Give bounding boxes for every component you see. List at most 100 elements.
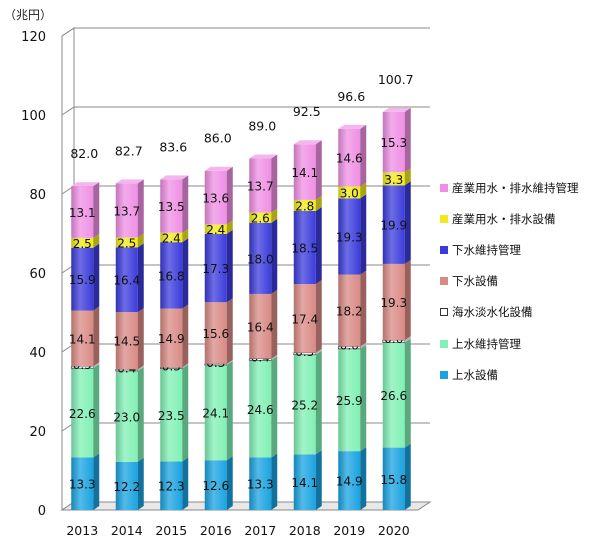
legend-item: 下水設備 (440, 266, 590, 297)
y-axis-unit-label: （兆円） (4, 8, 53, 22)
bar-segment-side (226, 298, 233, 364)
bar-segment (204, 460, 227, 510)
legend-swatch (440, 214, 448, 223)
data-label: 26.6 (380, 389, 407, 403)
bar-segment (293, 199, 316, 211)
x-tick-label: 2017 (244, 523, 276, 538)
bar-segment-side (315, 195, 322, 211)
bar-segment-side (360, 194, 367, 275)
data-label: 13.7 (113, 204, 140, 218)
data-label: 24.6 (247, 403, 274, 417)
bar-segment (160, 368, 183, 462)
legend-item: 上水設備 (440, 359, 590, 390)
data-label: 2.6 (251, 212, 270, 226)
bar-segment (204, 224, 227, 234)
y-tick-label: 20 (29, 425, 46, 440)
y-tick-label: 80 (29, 188, 46, 203)
bar-segment-side (271, 453, 278, 510)
bar-segment (382, 185, 405, 264)
bar-top (293, 140, 322, 145)
bar-segment (382, 172, 405, 186)
x-tick-label: 2013 (66, 523, 98, 538)
bar-segment (338, 451, 361, 510)
legend-swatch (440, 277, 448, 286)
y-tick-label: 100 (21, 109, 46, 124)
bar-segment (249, 360, 272, 458)
bar-segment-side (93, 364, 100, 458)
data-label: 2.4 (162, 231, 181, 245)
bar-segment (115, 237, 138, 248)
bar-segment (338, 198, 361, 275)
bar-segment-side (93, 362, 100, 369)
bar-segment-side (137, 243, 144, 313)
bar-segment-side (182, 363, 189, 369)
bar-segment-side (137, 365, 144, 371)
bar-segment-side (315, 450, 322, 510)
bar-segment-side (226, 220, 233, 234)
legend-label: 下水設備 (452, 274, 498, 289)
bar-segment (160, 461, 183, 510)
legend-label: 下水維持管理 (452, 242, 521, 257)
legend-swatch (440, 339, 448, 348)
bar-segment-side (137, 366, 144, 462)
bar-segment-side (137, 179, 144, 238)
bar-segment-side (226, 361, 233, 461)
bar-segment-side (404, 336, 411, 343)
data-label: 19.9 (380, 219, 407, 233)
bar-segment (249, 457, 272, 510)
data-label: 14.1 (291, 476, 318, 490)
data-label: 13.3 (247, 478, 274, 492)
data-label: 2.8 (295, 199, 314, 213)
data-label: 15.8 (380, 473, 407, 487)
bar-segment-side (360, 270, 367, 347)
data-label: 13.7 (247, 180, 274, 194)
data-label: 18.5 (291, 242, 318, 256)
bar-segment-side (404, 107, 411, 173)
bar-segment (293, 144, 316, 200)
data-label: 2.5 (117, 236, 136, 250)
legend-item: 下水維持管理 (440, 234, 590, 265)
data-label: 14.9 (336, 475, 363, 489)
bar-segment-side (93, 306, 100, 367)
data-label: 14.1 (69, 332, 96, 346)
bar-top (115, 179, 144, 184)
bar-segment-side (271, 218, 278, 294)
bar-segment (249, 222, 272, 294)
data-label: 23.0 (113, 410, 140, 424)
data-label: 22.6 (69, 407, 96, 421)
bar-segment (338, 186, 361, 199)
total-label: 96.6 (337, 89, 365, 104)
legend-label: 上水維持管理 (452, 336, 521, 351)
bar-segment-side (226, 359, 233, 366)
bar-segment (249, 293, 272, 359)
x-tick-label: 2018 (289, 523, 321, 538)
legend-label: 産業用水・排水設備 (452, 211, 556, 226)
total-label: 86.0 (204, 131, 232, 146)
bar-segment (204, 233, 227, 303)
data-label: 17.4 (291, 312, 318, 326)
bar-segment-side (271, 356, 278, 458)
bar-segment-side (315, 280, 322, 353)
bar-top (71, 182, 100, 187)
bar-segment (249, 158, 272, 213)
bar-segment-side (226, 166, 233, 225)
data-label: 13.5 (158, 200, 185, 214)
data-label: 24.1 (202, 407, 229, 421)
data-label: 12.2 (113, 480, 140, 494)
total-label: 82.7 (115, 143, 143, 158)
bar-segment (204, 365, 227, 461)
bar-segment-side (315, 350, 322, 455)
data-label: 14.9 (158, 332, 185, 346)
data-label: 17.3 (202, 262, 229, 276)
bar-segment-side (404, 338, 411, 448)
data-label: 13.3 (69, 478, 96, 492)
bar-segment-side (182, 228, 189, 243)
data-label: 14.5 (113, 335, 140, 349)
legend-item: 産業用水・排水設備 (440, 203, 590, 234)
bar-segment-side (404, 181, 411, 264)
bar-segment-side (271, 154, 278, 213)
bar-top (160, 175, 189, 180)
bar-segment (338, 274, 361, 347)
data-label: 13.1 (69, 206, 96, 220)
